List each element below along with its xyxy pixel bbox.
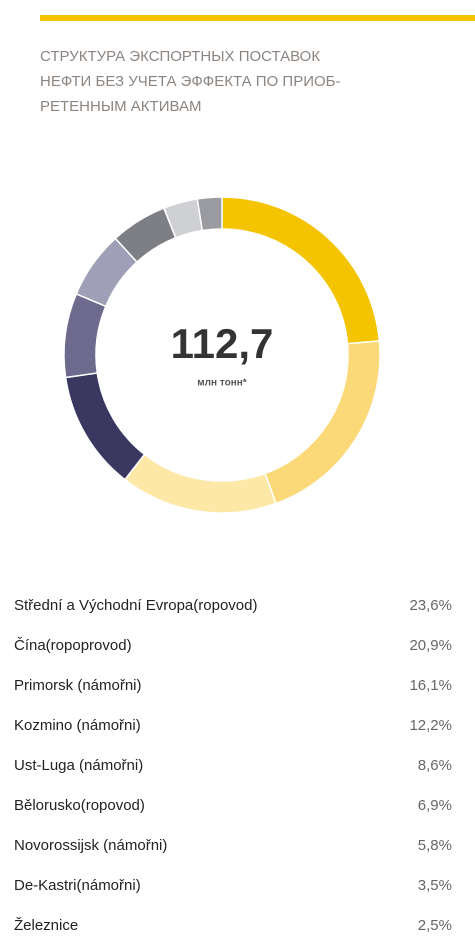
legend-value: 12,2%: [409, 717, 452, 734]
legend-label: Novorossijsk (námořni): [14, 837, 167, 854]
legend-label: Bělorusko(ropovod): [14, 797, 145, 814]
legend-label: De-Kastri(námořni): [14, 877, 141, 894]
legend-label: Kozmino (námořni): [14, 717, 141, 734]
donut-segment: [264, 340, 381, 505]
legend-value: 3,5%: [418, 877, 452, 894]
title-line: НЕФТИ БЕЗ УЧЕТА ЭФФЕКТА ПО ПРИОБ-: [40, 73, 340, 90]
donut-segment: [196, 196, 223, 232]
donut-segment: [63, 292, 107, 379]
legend-table: Střední a Východní Evropa(ropovod) 23,6% Č…: [14, 597, 452, 934]
legend-label: Ust-Luga (námořni): [14, 757, 143, 774]
legend-value: 8,6%: [418, 757, 452, 774]
title-line: СТРУКТУРА ЭКСПОРТНЫХ ПОСТАВОК: [40, 48, 320, 65]
legend-label: Železnice: [14, 917, 78, 934]
center-unit: млн тонн*: [197, 378, 247, 389]
legend-value: 5,8%: [418, 837, 452, 854]
donut-segment: [123, 453, 277, 514]
center-value: 112,7: [171, 320, 274, 367]
top-bar: [40, 15, 475, 21]
donut: [63, 196, 381, 514]
title-line: РЕТЕННЫМ АКТИВАМ: [40, 98, 201, 115]
legend-value: 2,5%: [418, 917, 452, 934]
legend-label: Střední a Východní Evropa(ropovod): [14, 597, 257, 614]
legend-value: 16,1%: [409, 677, 452, 694]
legend-value: 20,9%: [409, 637, 452, 654]
donut-segment: [64, 372, 146, 481]
legend-label: Primorsk (námořni): [14, 677, 142, 694]
legend-value: 23,6%: [409, 597, 452, 614]
legend-value: 6,9%: [418, 797, 452, 814]
legend-label: Čína(ropoprovod): [14, 637, 132, 654]
